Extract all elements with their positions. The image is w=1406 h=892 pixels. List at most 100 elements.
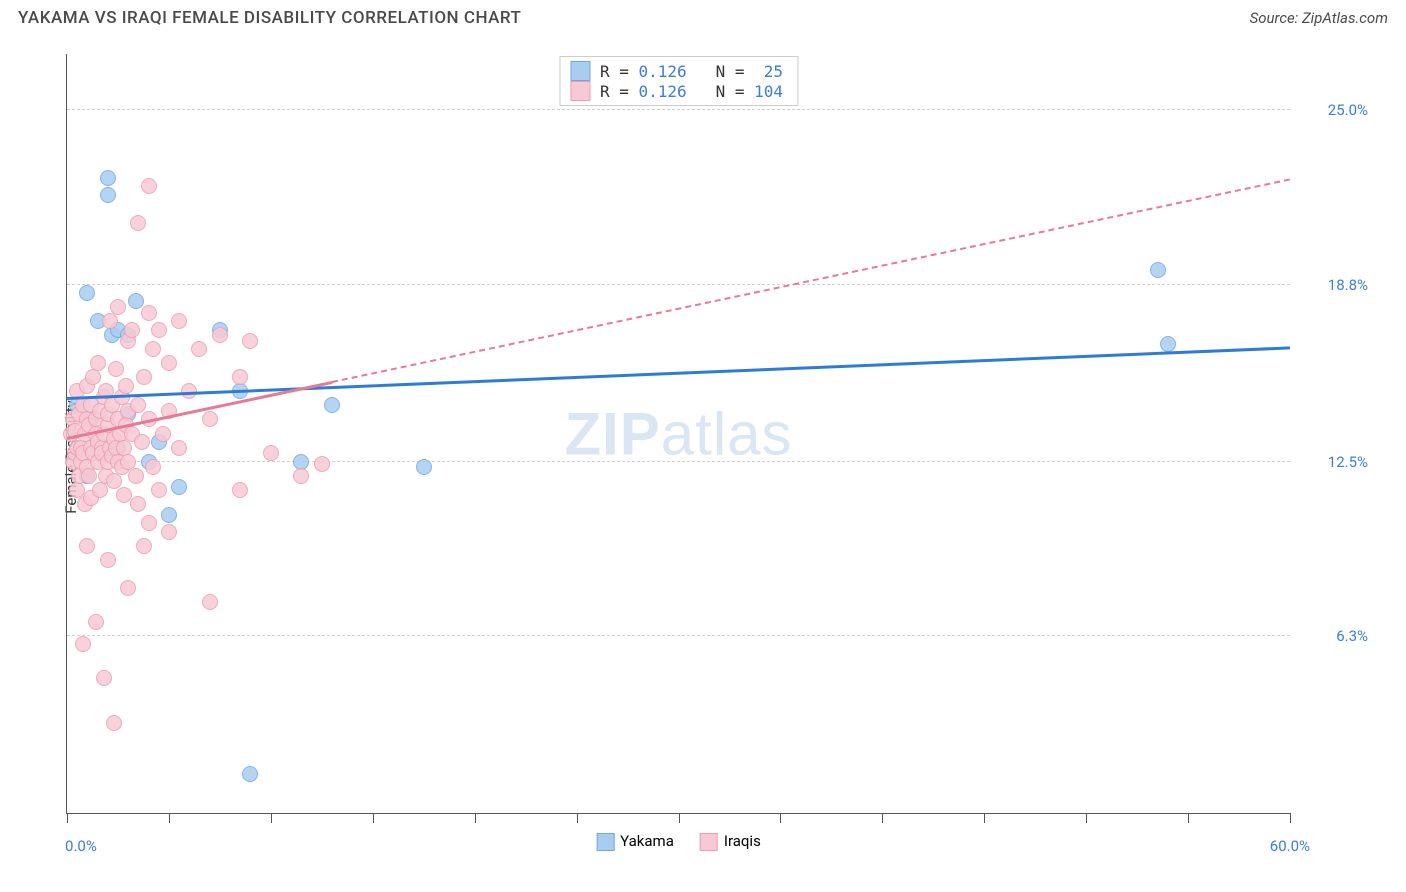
data-point xyxy=(120,580,136,596)
data-point xyxy=(232,482,248,498)
data-point xyxy=(136,369,152,385)
data-point xyxy=(128,468,144,484)
data-point xyxy=(130,496,146,512)
y-tick-label: 6.3% xyxy=(1336,627,1368,645)
data-point xyxy=(1150,262,1166,278)
data-point xyxy=(293,468,309,484)
x-tick xyxy=(67,813,68,823)
data-point xyxy=(130,215,146,231)
correlation-legend: R = 0.126 N = 25R = 0.126 N = 104 xyxy=(559,56,798,106)
y-tick-label: 12.5% xyxy=(1328,453,1368,471)
data-point xyxy=(1160,336,1176,352)
legend-row: R = 0.126 N = 104 xyxy=(570,81,783,101)
gridline xyxy=(67,109,1290,110)
gridline xyxy=(67,461,1290,462)
trend-line xyxy=(67,347,1290,400)
legend-item: Iraqis xyxy=(700,832,761,851)
data-point xyxy=(202,594,218,610)
data-point xyxy=(110,299,126,315)
data-point xyxy=(75,636,91,652)
data-point xyxy=(191,341,207,357)
data-point xyxy=(141,178,157,194)
gridline xyxy=(67,284,1290,285)
data-point xyxy=(118,378,134,394)
data-point xyxy=(106,715,122,731)
y-tick-label: 25.0% xyxy=(1328,101,1368,119)
data-point xyxy=(263,445,279,461)
x-tick xyxy=(984,813,985,823)
x-tick xyxy=(169,813,170,823)
data-point xyxy=(171,479,187,495)
data-point xyxy=(145,459,161,475)
chart-container: Female Disability ZIPatlas R = 0.126 N =… xyxy=(18,40,1388,874)
data-point xyxy=(92,482,108,498)
data-point xyxy=(79,285,95,301)
data-point xyxy=(108,361,124,377)
y-tick-label: 18.8% xyxy=(1328,276,1368,294)
data-point xyxy=(81,468,97,484)
legend-label: Yakama xyxy=(620,832,674,850)
x-tick xyxy=(780,813,781,823)
x-tick xyxy=(1086,813,1087,823)
data-point xyxy=(155,426,171,442)
data-point xyxy=(202,411,218,427)
legend-swatch xyxy=(700,833,718,851)
chart-title: YAKAMA VS IRAQI FEMALE DISABILITY CORREL… xyxy=(18,8,521,28)
x-axis-max: 60.0% xyxy=(1270,837,1310,855)
data-point xyxy=(161,355,177,371)
x-tick xyxy=(679,813,680,823)
data-point xyxy=(134,434,150,450)
data-point xyxy=(96,670,112,686)
x-tick xyxy=(882,813,883,823)
watermark: ZIPatlas xyxy=(564,399,792,468)
data-point xyxy=(171,440,187,456)
x-tick xyxy=(475,813,476,823)
x-tick xyxy=(373,813,374,823)
legend-label: Iraqis xyxy=(724,832,761,850)
data-point xyxy=(171,313,187,329)
legend-text: R = 0.126 N = 104 xyxy=(600,82,783,101)
data-point xyxy=(151,482,167,498)
x-axis-min: 0.0% xyxy=(65,837,97,855)
x-tick xyxy=(577,813,578,823)
data-point xyxy=(145,341,161,357)
data-point xyxy=(88,614,104,630)
data-point xyxy=(151,322,167,338)
data-point xyxy=(102,313,118,329)
series-legend: Yakama Iraqis xyxy=(596,832,761,851)
data-point xyxy=(242,766,258,782)
legend-swatch xyxy=(570,81,590,101)
x-tick xyxy=(1188,813,1189,823)
data-point xyxy=(161,524,177,540)
data-point xyxy=(106,473,122,489)
x-tick xyxy=(271,813,272,823)
legend-swatch xyxy=(570,61,590,81)
data-point xyxy=(130,397,146,413)
data-point xyxy=(124,322,140,338)
data-point xyxy=(85,369,101,385)
legend-swatch xyxy=(596,833,614,851)
data-point xyxy=(232,369,248,385)
chart-header: YAKAMA VS IRAQI FEMALE DISABILITY CORREL… xyxy=(0,0,1406,32)
legend-row: R = 0.126 N = 25 xyxy=(570,61,783,81)
data-point xyxy=(212,327,228,343)
data-point xyxy=(242,333,258,349)
chart-source: Source: ZipAtlas.com xyxy=(1250,9,1388,27)
gridline xyxy=(67,635,1290,636)
data-point xyxy=(136,538,152,554)
data-point xyxy=(79,538,95,554)
x-tick xyxy=(1290,813,1291,823)
data-point xyxy=(90,355,106,371)
data-point xyxy=(314,456,330,472)
data-point xyxy=(141,515,157,531)
data-point xyxy=(161,507,177,523)
data-point xyxy=(100,187,116,203)
legend-text: R = 0.126 N = 25 xyxy=(600,62,783,81)
data-point xyxy=(324,397,340,413)
legend-item: Yakama xyxy=(596,832,674,851)
data-point xyxy=(416,459,432,475)
data-point xyxy=(141,305,157,321)
data-point xyxy=(100,170,116,186)
scatter-plot: ZIPatlas R = 0.126 N = 25R = 0.126 N = 1… xyxy=(66,54,1290,814)
data-point xyxy=(100,552,116,568)
